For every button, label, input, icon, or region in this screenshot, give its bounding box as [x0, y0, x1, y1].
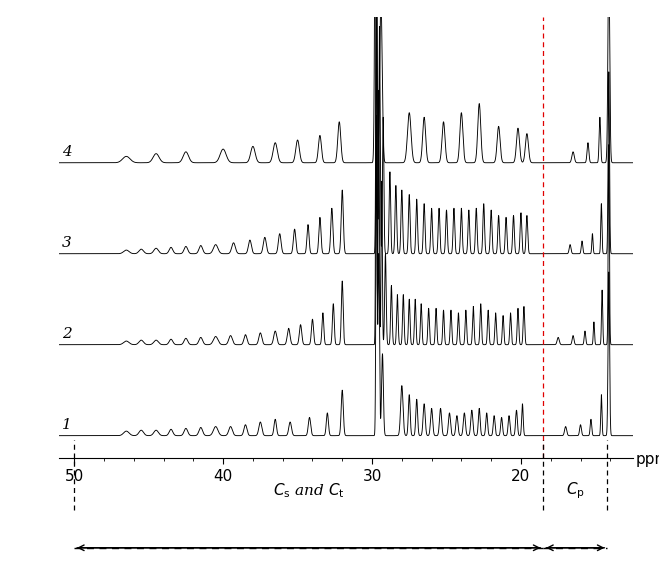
Text: 2: 2	[63, 327, 72, 341]
Text: 3: 3	[63, 236, 72, 250]
Text: 4: 4	[63, 145, 72, 159]
Text: $C_\mathrm{s}$ and $C_\mathrm{t}$: $C_\mathrm{s}$ and $C_\mathrm{t}$	[273, 481, 345, 500]
Text: $C_\mathrm{p}$: $C_\mathrm{p}$	[566, 480, 585, 501]
Text: 1: 1	[63, 418, 72, 432]
Text: ppm: ppm	[636, 452, 659, 467]
